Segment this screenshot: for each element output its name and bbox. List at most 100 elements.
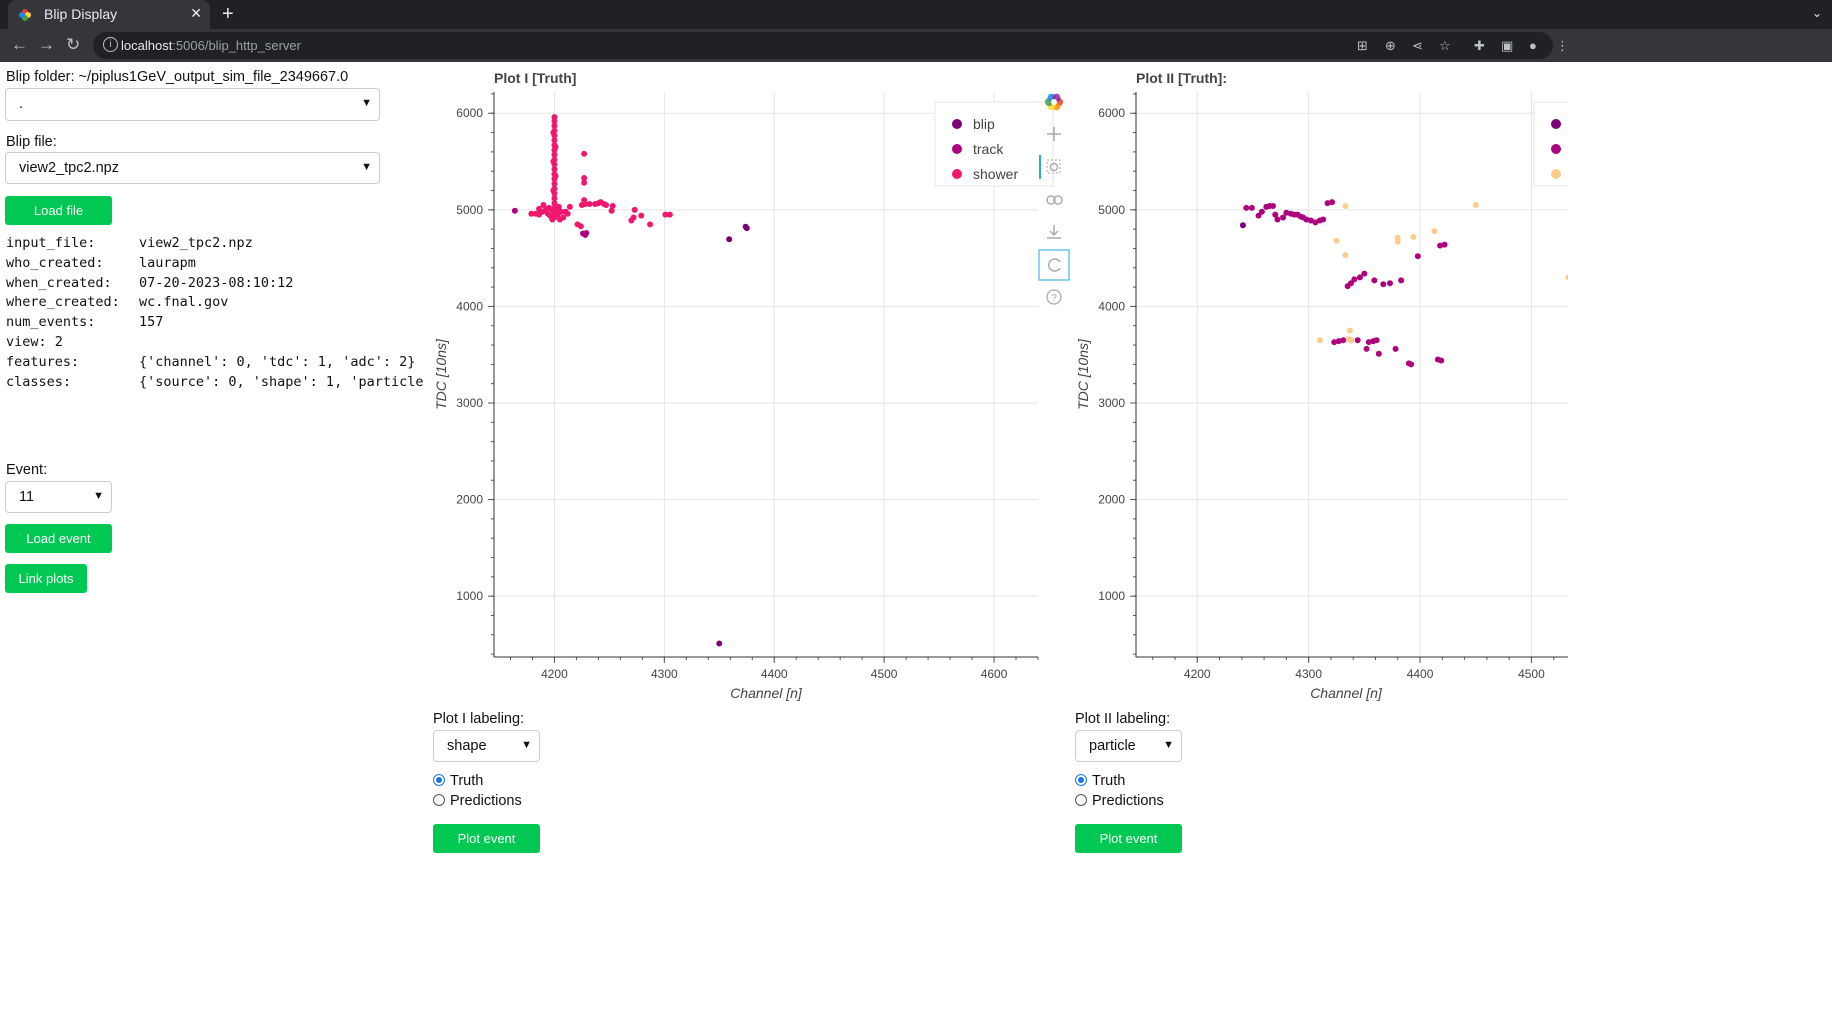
metadata-key: classes: [6,373,72,390]
extensions-icon[interactable]: ✚ [1474,38,1485,53]
chevron-down-icon: ▼ [93,490,104,502]
wheel-lens-2 [1053,195,1063,205]
plot1-labeling-select[interactable]: shape ▼ [433,730,540,762]
plot2-radio-truth-label: Truth [1092,773,1126,789]
metadata-row: features: {'channel': 0, 'tdc': 1, 'adc':… [6,354,430,374]
y-tick-label: 4000 [1098,299,1125,313]
folder-select-value: . [19,96,24,112]
data-point [558,208,565,215]
metadata-key: when_created: [6,274,112,291]
radio-unselected-icon [1075,794,1087,806]
data-point [1361,270,1368,277]
side-panel-icon[interactable]: ▣ [1501,38,1514,53]
legend-swatch [1551,144,1561,154]
zoom-icon[interactable]: ⊕ [1385,38,1396,53]
metadata-value: laurapm [139,254,196,271]
data-point [552,173,559,180]
load-event-button[interactable]: Load event [5,524,112,553]
y-tick-label: 6000 [456,106,483,120]
metadata-value: wc.fnal.gov [139,294,229,311]
data-point [1438,357,1445,364]
plot2-radio-predictions[interactable]: Predictions [1075,793,1164,809]
plot1-radio-predictions-label: Predictions [450,793,522,809]
bookmark-star-icon[interactable]: ☆ [1439,38,1451,53]
menu-icon[interactable]: ⋮ [1556,38,1569,53]
address-bar[interactable]: i localhost:5006/blip_http_server [93,32,1553,59]
save-icon[interactable] [1047,225,1061,239]
url-path: :5006/blip_http_server [172,38,301,53]
data-point [511,207,518,214]
metadata-value: {'channel': 0, 'tdc': 1, 'adc': 2} [139,353,416,370]
pan-cross [1047,127,1061,141]
x-tick-label: 4500 [871,667,898,681]
event-select[interactable]: 11 ▼ [5,481,112,513]
legend: blip track shower [934,101,1054,187]
load-file-button[interactable]: Load file [5,196,112,225]
data-point [666,211,673,218]
share-icon[interactable]: ⋖ [1412,38,1423,53]
x-tick-label: 4600 [981,667,1008,681]
back-icon[interactable]: ← [11,35,28,54]
plot2-labeling-select[interactable]: particle ▼ [1075,730,1182,762]
pan-icon[interactable] [1047,127,1061,141]
wheel-zoom-icon[interactable] [1046,195,1063,205]
legend-box [1533,101,1568,187]
plot2-radio-truth[interactable]: Truth [1075,773,1125,789]
translate-icon[interactable]: ⊞ [1357,38,1368,53]
link-plots-button[interactable]: Link plots [5,564,87,593]
plot1-radio-truth-label: Truth [450,773,484,789]
data-point [580,230,587,237]
reset-icon[interactable] [1038,249,1070,281]
browser-tab[interactable]: Blip Display ✕ [8,0,210,29]
url-text: localhost:5006/blip_http_server [121,38,301,53]
data-point [1340,337,1347,344]
plot1-plot-event-button[interactable]: Plot event [433,824,540,853]
plot2-plot-event-button[interactable]: Plot event [1075,824,1182,853]
site-info-icon[interactable]: i [103,37,118,52]
reload-icon[interactable]: ↻ [66,35,81,54]
x-axis-label: Channel [n] [1310,685,1383,701]
data-point [1565,274,1568,281]
save-arrow [1047,225,1061,239]
data-point [1394,238,1401,245]
file-select[interactable]: view2_tpc2.npz ▼ [5,152,380,184]
box-zoom-icon[interactable] [1039,155,1061,179]
data-point [551,151,558,158]
reset-highlight [1038,249,1070,281]
data-point [1324,200,1331,207]
data-point [608,207,615,214]
x-tick-label: 4300 [651,667,678,681]
help-icon[interactable]: ? [1046,289,1062,305]
data-point [550,187,557,194]
data-point [1320,216,1327,223]
new-tab-icon[interactable]: + [222,3,234,25]
data-point [551,195,558,202]
x-tick-label: 4300 [1295,667,1322,681]
data-point [1335,338,1342,345]
plot2-chart[interactable]: 4200 4300 4400 4500 1000 2000 3000 4000 5000 6000… [1067,84,1568,709]
tab-close-icon[interactable]: ✕ [190,5,202,21]
metadata-value: view2_tpc2.npz [139,235,253,251]
data-point [1303,216,1310,223]
y-tick-label: 2000 [456,493,483,507]
x-tick-label: 4400 [761,667,788,681]
plot1-chart[interactable]: 4200 4300 4400 4500 4600 1000 2000 3000 4000 5000… [425,84,1075,709]
plot1-radio-truth[interactable]: Truth [433,773,483,789]
data-point [550,129,557,136]
data-point [1342,202,1349,209]
forward-icon[interactable]: → [38,35,55,54]
plot1-title: Plot I [Truth] [494,70,577,86]
tab-search-chevron-icon[interactable]: ⌄ [1811,6,1822,20]
data-point [1329,199,1336,206]
metadata-key: features: [6,353,80,370]
metadata-row: who_created: laurapm [6,255,430,275]
folder-select[interactable]: . ▼ [5,88,380,121]
data-point [1239,222,1246,229]
data-point [1365,339,1372,346]
profile-icon[interactable]: ● [1529,38,1537,53]
browser-tab-bar: Blip Display ✕ + ⌄ [0,0,1832,29]
data-point [552,144,559,151]
plot-area: 4200 4300 4400 4500 4600 1000 2000 3000 4000 5000… [433,92,1039,701]
metadata-row: input_file: view2_tpc2.npz [6,235,430,255]
plot1-radio-predictions[interactable]: Predictions [433,793,522,809]
